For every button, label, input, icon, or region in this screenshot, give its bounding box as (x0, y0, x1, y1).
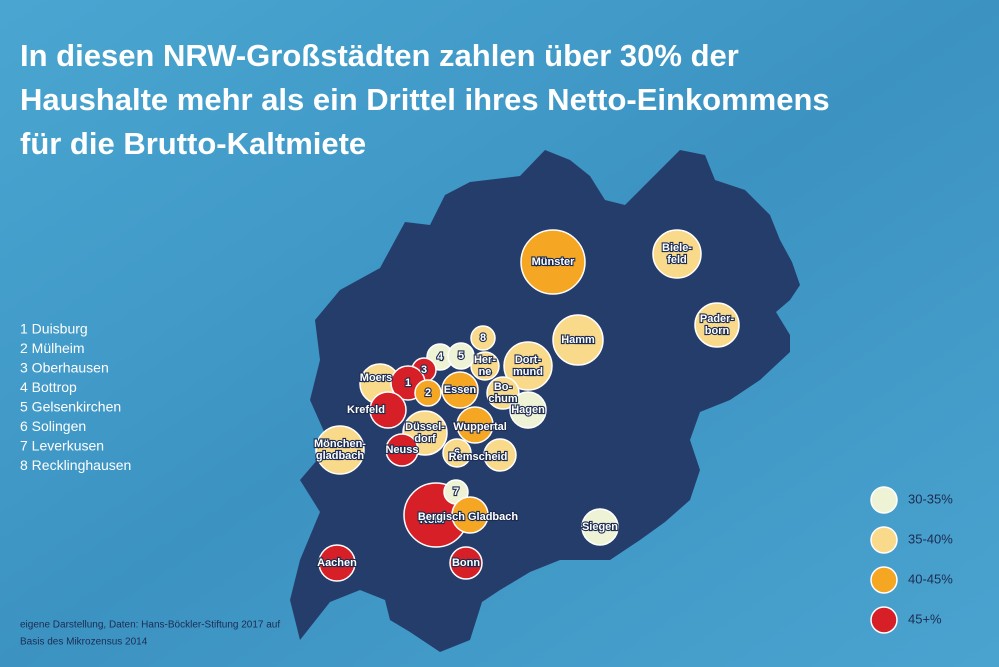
legend-swatch (870, 606, 898, 634)
city-label: Dort- (515, 354, 542, 366)
city-label: Her- (474, 354, 496, 366)
city-circle (652, 229, 702, 279)
title-line: für die Brutto-Kaltmiete (20, 126, 366, 161)
city-label: dorf (414, 433, 436, 445)
city-label: Moers (360, 372, 392, 384)
city-label: feld (667, 254, 687, 266)
city-label: Münster (532, 256, 576, 268)
city-circle (470, 325, 496, 351)
city-label: Bonn (452, 557, 480, 569)
key-list: 1 Duisburg 2 Mülheim 3 Oberhausen 4 Bottrop… (20, 321, 131, 474)
city-label: 4 (437, 351, 444, 363)
city-circle (581, 508, 619, 546)
source: eigene Darstellung, Daten: Hans-Böckler-… (20, 620, 280, 648)
city-circle (369, 391, 407, 429)
city-label: Düssel- (405, 421, 445, 433)
title-line: Haushalte mehr als ein Drittel ihres Net… (20, 82, 830, 117)
city-circle (441, 371, 479, 409)
city-label: Hagen (511, 404, 545, 416)
city-label: Pader- (700, 313, 735, 325)
city-circle (414, 379, 442, 407)
city-label: chum (488, 393, 518, 405)
city-label: Remscheid (449, 451, 508, 463)
city-label: 6 (454, 447, 460, 459)
legend-label: 30-35% (908, 491, 953, 506)
city-label: mund (513, 366, 543, 378)
city-label: Biele- (662, 242, 692, 254)
legend-swatch (870, 566, 898, 594)
city-label: 8 (480, 332, 486, 344)
city-circle (694, 302, 740, 348)
title-line: In diesen NRW-Großstädten zahlen über 30… (20, 38, 739, 73)
city-label: born (705, 325, 730, 337)
legend-label: 40-45% (908, 571, 953, 586)
city-label: Wuppertal (453, 421, 507, 433)
title: In diesen NRW-Großstädten zahlen über 30… (20, 38, 830, 161)
city-label: Bo- (494, 381, 513, 393)
key-item: 4 Bottrop (20, 379, 77, 395)
key-item: 6 Solingen (20, 418, 86, 434)
city-label: Essen (444, 384, 477, 396)
city-circle (315, 425, 365, 475)
city-label: ne (479, 366, 492, 378)
city-circle (456, 406, 494, 444)
source-line: eigene Darstellung, Daten: Hans-Böckler-… (20, 620, 280, 631)
city-label: 1 (405, 377, 411, 389)
legend-label: 45+% (908, 611, 942, 626)
key-item: 7 Leverkusen (20, 438, 104, 454)
key-item: 8 Recklinghausen (20, 457, 131, 473)
city-label: gladbach (316, 450, 365, 462)
source-line: Basis des Mikrozensus 2014 (20, 637, 148, 648)
city-label: Köln (420, 514, 445, 526)
city-circle (509, 391, 547, 429)
city-label: 3 (421, 364, 427, 376)
city-circle (442, 438, 472, 468)
legend: 30-35% 35-40% 40-45% 45+% (870, 486, 953, 634)
city-circle (552, 314, 604, 366)
city-label: Bergisch Gladbach (418, 511, 519, 523)
city-circle (486, 376, 520, 410)
cities: Münster Biele-feld Pader-born Hamm Dort-mund… (313, 229, 740, 582)
legend-swatch (870, 526, 898, 554)
city-circle (483, 438, 517, 472)
city-label: Siegen (582, 521, 618, 533)
city-label: 2 (425, 387, 431, 399)
city-label: Hamm (561, 334, 595, 346)
city-label: 7 (453, 486, 459, 498)
city-circle (449, 546, 483, 580)
city-circle (520, 229, 586, 295)
city-label: 5 (458, 350, 464, 362)
city-label: Krefeld (347, 404, 385, 416)
legend-swatch (870, 486, 898, 514)
city-circle (447, 342, 475, 370)
key-item: 5 Gelsenkirchen (20, 399, 121, 415)
city-circle (385, 433, 419, 467)
legend-label: 35-40% (908, 531, 953, 546)
city-label: Aachen (317, 557, 357, 569)
city-label: Neuss (385, 444, 418, 456)
city-circle (470, 351, 500, 381)
city-circle (451, 496, 489, 534)
city-label: Mönchen- (314, 438, 366, 450)
city-circle (503, 341, 553, 391)
key-item: 1 Duisburg (20, 321, 88, 337)
key-item: 2 Mülheim (20, 340, 85, 356)
city-circle (318, 544, 356, 582)
key-item: 3 Oberhausen (20, 360, 109, 376)
